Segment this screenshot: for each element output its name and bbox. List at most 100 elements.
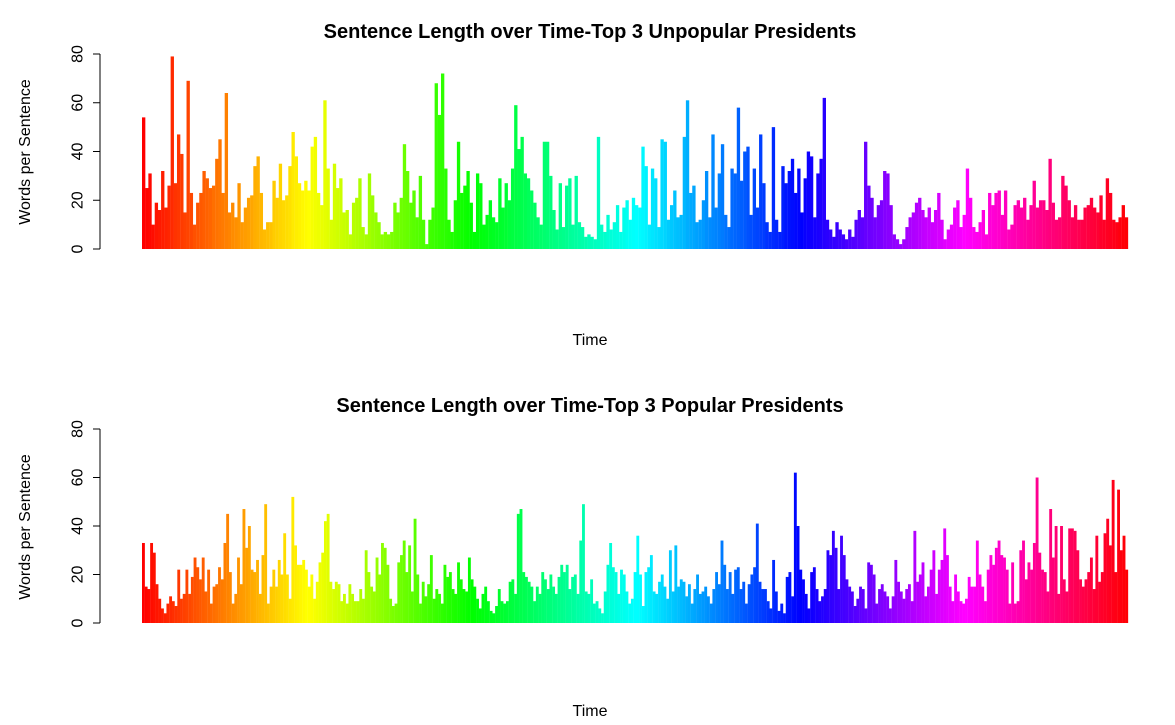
bar bbox=[348, 234, 353, 250]
bar bbox=[431, 207, 435, 249]
bar bbox=[690, 603, 694, 623]
bar bbox=[1114, 572, 1118, 623]
bar bbox=[818, 601, 822, 623]
bar bbox=[1115, 222, 1119, 249]
bar bbox=[765, 222, 769, 249]
bar bbox=[262, 229, 267, 249]
bar bbox=[739, 589, 743, 623]
bar bbox=[453, 200, 458, 249]
bar bbox=[844, 239, 849, 249]
bar bbox=[701, 591, 705, 623]
bar bbox=[956, 200, 960, 249]
bar bbox=[783, 613, 786, 623]
bar bbox=[984, 601, 987, 623]
bar bbox=[902, 239, 906, 249]
bar bbox=[372, 591, 376, 623]
bar bbox=[762, 183, 766, 249]
bar bbox=[1022, 540, 1025, 623]
bar bbox=[750, 574, 754, 623]
bar bbox=[443, 564, 447, 623]
bar bbox=[970, 586, 974, 624]
bar bbox=[574, 175, 578, 250]
bar bbox=[724, 214, 728, 250]
bar bbox=[1016, 601, 1020, 623]
bar bbox=[582, 504, 585, 623]
bar bbox=[296, 564, 300, 623]
bar bbox=[1007, 229, 1011, 249]
bar bbox=[1048, 158, 1052, 249]
y-axis-label: Words per Sentence bbox=[17, 454, 34, 600]
bar bbox=[557, 576, 561, 623]
bar bbox=[524, 576, 528, 623]
bar bbox=[622, 574, 626, 623]
bar bbox=[1087, 572, 1091, 623]
bar bbox=[1073, 530, 1077, 623]
bar bbox=[459, 579, 463, 623]
bar bbox=[473, 586, 477, 624]
bar bbox=[758, 581, 762, 623]
bar bbox=[326, 513, 330, 624]
bar bbox=[542, 141, 547, 249]
bar bbox=[774, 591, 778, 623]
bar bbox=[723, 564, 727, 623]
bar bbox=[755, 523, 759, 623]
bar bbox=[1032, 542, 1036, 623]
bar bbox=[897, 581, 900, 623]
bar bbox=[816, 173, 820, 249]
bar bbox=[981, 586, 985, 624]
bar bbox=[837, 589, 841, 623]
bar bbox=[1099, 195, 1103, 250]
bar bbox=[1124, 217, 1129, 249]
bar bbox=[612, 222, 617, 249]
bar bbox=[764, 589, 767, 623]
bar bbox=[199, 192, 203, 249]
bar bbox=[320, 205, 324, 250]
bar bbox=[215, 158, 219, 249]
bar bbox=[507, 200, 512, 249]
bar bbox=[356, 601, 360, 623]
bar bbox=[943, 528, 947, 623]
bar bbox=[753, 567, 757, 623]
bar bbox=[1073, 205, 1078, 250]
bar bbox=[875, 603, 879, 623]
bar bbox=[785, 576, 789, 623]
bar bbox=[886, 173, 890, 249]
bar bbox=[561, 227, 566, 249]
bar bbox=[228, 572, 232, 623]
bar bbox=[437, 114, 442, 249]
bar bbox=[536, 217, 540, 249]
bar bbox=[826, 550, 830, 623]
bar bbox=[736, 107, 741, 250]
bar bbox=[223, 542, 227, 623]
bar bbox=[390, 231, 394, 249]
bar bbox=[573, 574, 577, 623]
bar bbox=[652, 591, 656, 623]
bar bbox=[650, 168, 655, 249]
bar bbox=[239, 584, 243, 623]
bar bbox=[451, 589, 455, 623]
bar bbox=[552, 210, 556, 249]
bar bbox=[538, 593, 542, 623]
bar bbox=[978, 222, 982, 249]
bar bbox=[625, 200, 629, 249]
bar bbox=[221, 192, 225, 249]
bar bbox=[530, 190, 534, 249]
bar bbox=[201, 557, 205, 623]
bar bbox=[321, 552, 325, 623]
bar bbox=[171, 601, 175, 623]
bar bbox=[190, 576, 194, 623]
bar bbox=[419, 603, 422, 623]
bar bbox=[1032, 180, 1036, 249]
bar bbox=[205, 178, 209, 249]
bar bbox=[218, 139, 222, 249]
bar bbox=[429, 555, 433, 623]
bar bbox=[587, 593, 591, 623]
bar bbox=[523, 173, 528, 249]
bar bbox=[1086, 205, 1090, 250]
bar bbox=[709, 603, 713, 623]
bar bbox=[921, 210, 925, 249]
bar bbox=[323, 100, 327, 249]
bar bbox=[577, 222, 582, 249]
bar bbox=[342, 212, 346, 249]
bar bbox=[674, 545, 678, 623]
